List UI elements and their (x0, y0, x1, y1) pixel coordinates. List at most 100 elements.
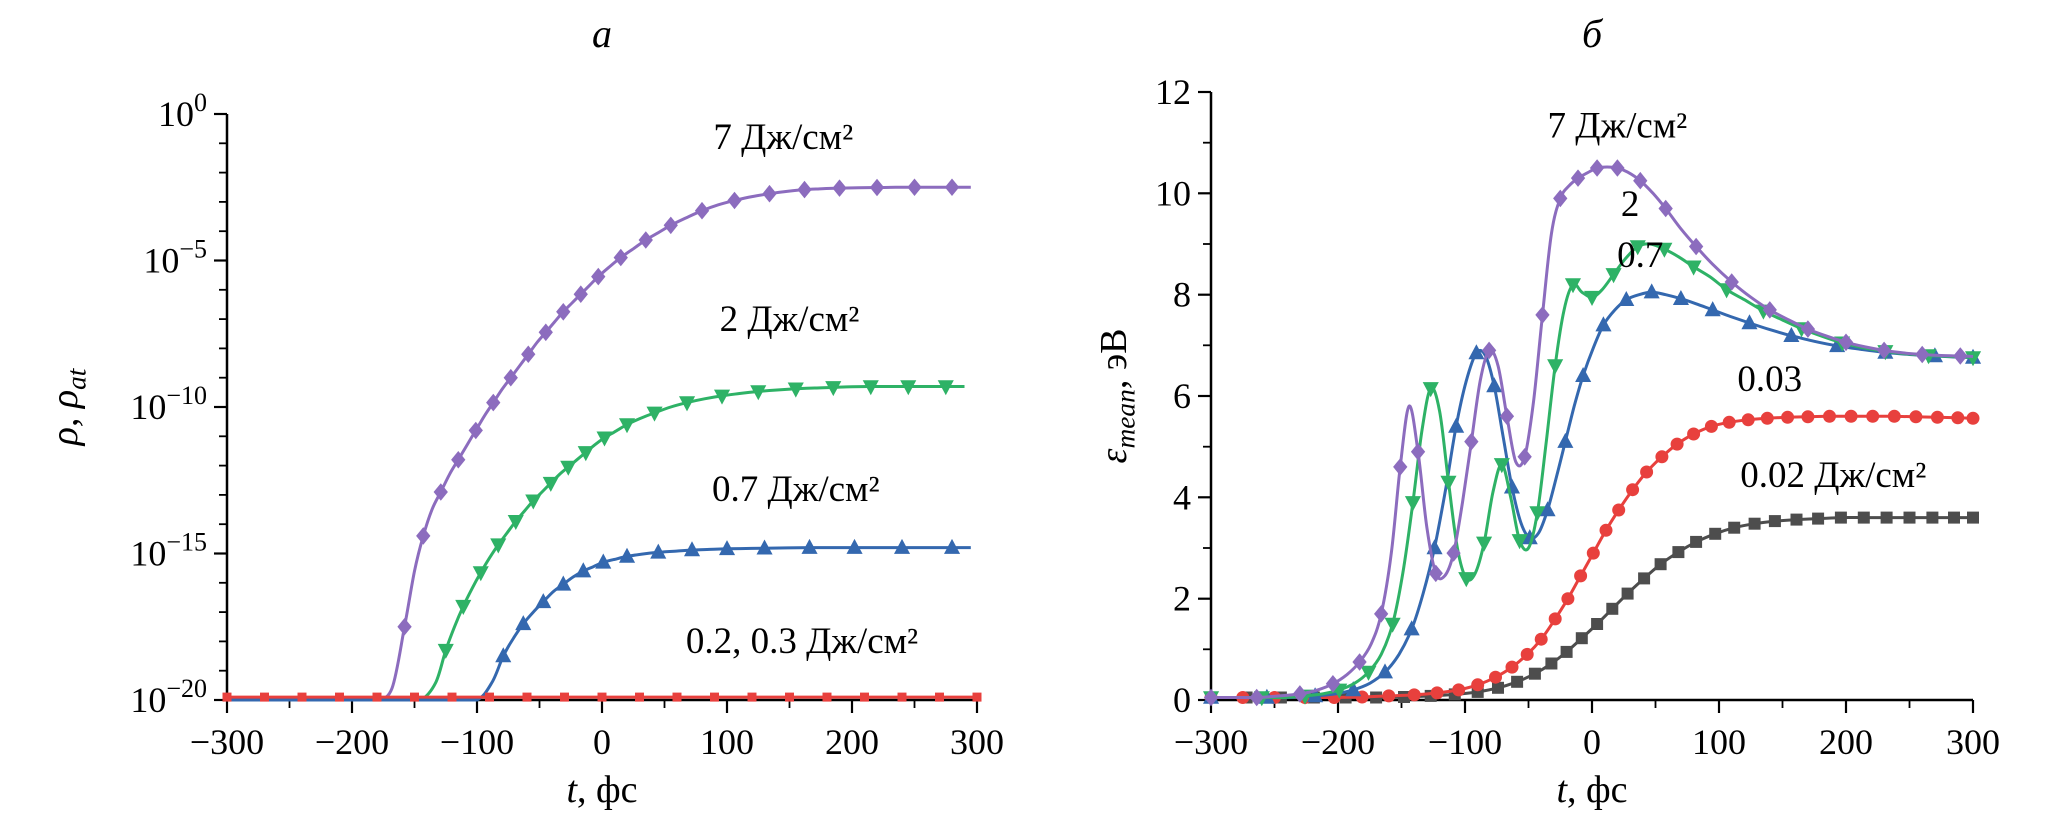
marker-circle (1930, 410, 1944, 424)
marker-triangle-down (525, 494, 542, 510)
marker-triangle-down (1564, 278, 1581, 294)
marker-square (1790, 513, 1803, 526)
marker-square (1728, 521, 1741, 534)
marker-circle (1548, 612, 1562, 626)
marker-triangle-down (455, 599, 472, 615)
y-tick-label: 10−10 (130, 381, 207, 427)
marker-circle (1966, 411, 1980, 425)
marker-triangle-up (1521, 529, 1538, 545)
x-axis-label: t, фс (1556, 769, 1627, 811)
marker-circle (1687, 427, 1701, 441)
marker-circle (1561, 592, 1575, 606)
marker-diamond (1464, 432, 1479, 451)
marker-square (1672, 546, 1685, 559)
marker-square (1606, 602, 1619, 615)
series-line (1211, 414, 1974, 700)
marker-diamond (1446, 544, 1461, 562)
marker-circle (1844, 409, 1858, 423)
annotation-label: 0.03 (1737, 359, 1802, 400)
marker-diamond (573, 285, 588, 303)
marker-diamond (1589, 159, 1605, 177)
series-0.2-0.3 (222, 692, 982, 702)
marker-circle (1586, 546, 1600, 560)
marker-triangle-down (1584, 290, 1601, 306)
marker-triangle-down (1360, 665, 1377, 681)
marker-circle (1452, 683, 1466, 697)
marker-diamond (1535, 306, 1550, 324)
x-tick-label: 200 (1819, 722, 1873, 762)
marker-diamond (613, 248, 628, 267)
marker-diamond (944, 178, 960, 196)
marker-triangle-up (1557, 432, 1574, 448)
x-tick-label: 300 (950, 722, 1004, 762)
marker-triangle-up (619, 547, 636, 563)
marker-triangle-up (1345, 681, 1362, 697)
x-tick-label: 100 (700, 722, 754, 762)
marker-diamond (1499, 407, 1515, 425)
marker-triangle-down (1656, 242, 1673, 258)
marker-square (1690, 535, 1703, 548)
marker-square (1748, 517, 1761, 530)
marker-triangle-up (535, 593, 552, 609)
marker-triangle-down (750, 385, 767, 401)
x-tick-label: −100 (1428, 722, 1502, 762)
series-line (1211, 165, 1974, 700)
marker-triangle-up (1783, 327, 1800, 342)
marker-diamond (869, 178, 885, 197)
marker-triangle-up (1704, 301, 1721, 317)
marker-diamond (762, 184, 777, 203)
annotation-label: 7 Дж/см² (1548, 106, 1688, 147)
marker-diamond (1428, 564, 1443, 583)
marker-circle (1887, 409, 1901, 423)
annotation-label: 0.7 Дж/см² (712, 469, 880, 510)
marker-triangle-down (679, 396, 696, 412)
marker-triangle-down (1547, 359, 1564, 375)
marker-diamond (1762, 301, 1777, 319)
marker-square (410, 692, 419, 702)
marker-diamond (538, 323, 553, 342)
marker-diamond (486, 393, 501, 412)
marker-diamond (1610, 159, 1625, 177)
series-0.7 (227, 538, 971, 702)
marker-triangle-down (1404, 496, 1421, 512)
x-tick-label: 100 (1692, 722, 1746, 762)
marker-square (785, 692, 794, 702)
x-tick-label: −300 (190, 722, 264, 762)
marker-triangle-up (846, 538, 863, 554)
marker-circle (1704, 419, 1718, 433)
marker-square (1857, 511, 1870, 524)
marker-triangle-down (1476, 536, 1493, 552)
marker-diamond (591, 267, 606, 286)
marker-triangle-down (560, 460, 577, 476)
x-tick-label: 0 (1583, 722, 1601, 762)
marker-square (1768, 515, 1781, 528)
marker-square (1903, 511, 1916, 524)
y-tick-label: 100 (158, 88, 207, 134)
marker-triangle-up (1618, 291, 1635, 306)
marker-triangle-down (1511, 534, 1528, 550)
x-tick-label: 0 (593, 722, 611, 762)
marker-square (1948, 511, 1960, 524)
marker-diamond (694, 201, 710, 220)
marker-triangle-down (787, 382, 804, 398)
marker-square (560, 692, 569, 702)
marker-diamond (907, 178, 922, 196)
marker-square (1834, 511, 1847, 524)
marker-triangle-up (495, 647, 512, 663)
marker-square (1709, 527, 1722, 540)
marker-diamond (1352, 653, 1367, 671)
marker-square (522, 692, 532, 702)
marker-diamond (1689, 237, 1704, 256)
axes-frame (225, 114, 977, 702)
marker-square (1654, 558, 1667, 571)
y-tick-label: 0 (1173, 680, 1191, 720)
marker-triangle-down (825, 381, 842, 397)
marker-square (1926, 511, 1939, 524)
marker-circle (1407, 688, 1421, 702)
marker-triangle-up (595, 553, 612, 569)
marker-triangle-up (944, 538, 961, 554)
marker-diamond (1658, 199, 1673, 218)
marker-triangle-up (1595, 316, 1612, 332)
marker-circle (1760, 411, 1774, 425)
